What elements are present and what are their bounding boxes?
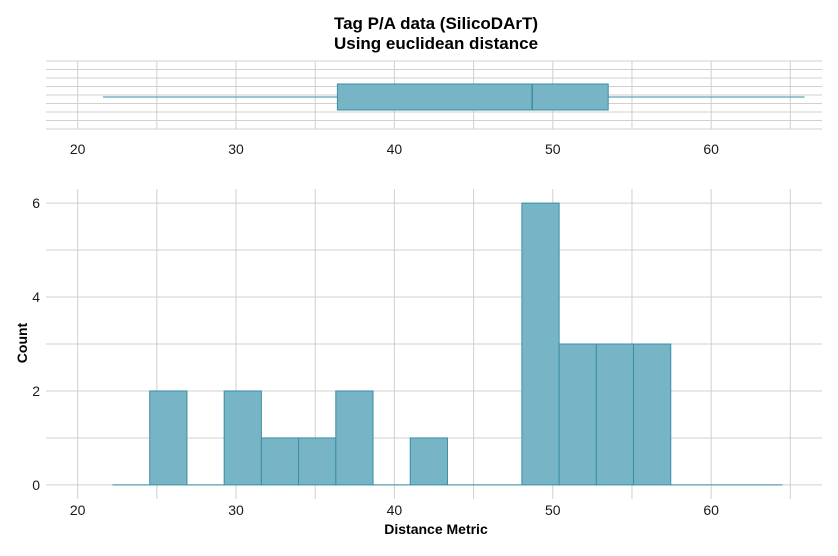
hist-y-tick-label: 0 (32, 477, 40, 493)
hist-x-tick-label: 20 (70, 502, 86, 518)
chart-subtitle: Using euclidean distance (334, 34, 538, 53)
hist-x-tick-label: 50 (545, 502, 561, 518)
hist-y-tick-label: 6 (32, 195, 40, 211)
histogram-bar (223, 390, 262, 486)
histogram-bar (149, 390, 188, 486)
box-x-tick-label: 60 (703, 141, 719, 157)
hist-x-tick-label: 40 (387, 502, 403, 518)
histogram-bar (335, 390, 374, 486)
histogram-bar (521, 202, 560, 486)
box-x-tick-label: 30 (228, 141, 244, 157)
hist-y-tick-label: 4 (32, 289, 40, 305)
histogram-bar (633, 343, 672, 486)
hist-y-tick-label: 2 (32, 383, 40, 399)
histogram-bar (595, 343, 635, 486)
histogram-bar (558, 343, 597, 486)
chart-title: Tag P/A data (SilicoDArT) (334, 14, 538, 33)
x-axis-label: Distance Metric (384, 521, 488, 537)
box-x-tick-label: 50 (545, 141, 561, 157)
box-x-tick-label: 40 (387, 141, 403, 157)
histogram-bar (260, 437, 300, 486)
box-x-tick-label: 20 (70, 141, 86, 157)
histogram-bar (298, 437, 337, 486)
hist-x-tick-label: 30 (228, 502, 244, 518)
histogram-panel: 20 30 40 50 60 0 2 4 6 (32, 189, 822, 518)
hist-x-tick-label: 60 (703, 502, 719, 518)
y-axis-label: Count (14, 322, 30, 363)
box-iqr (336, 83, 609, 111)
histogram-bar (409, 437, 448, 486)
boxplot-panel: 20 30 40 50 60 (46, 60, 822, 157)
